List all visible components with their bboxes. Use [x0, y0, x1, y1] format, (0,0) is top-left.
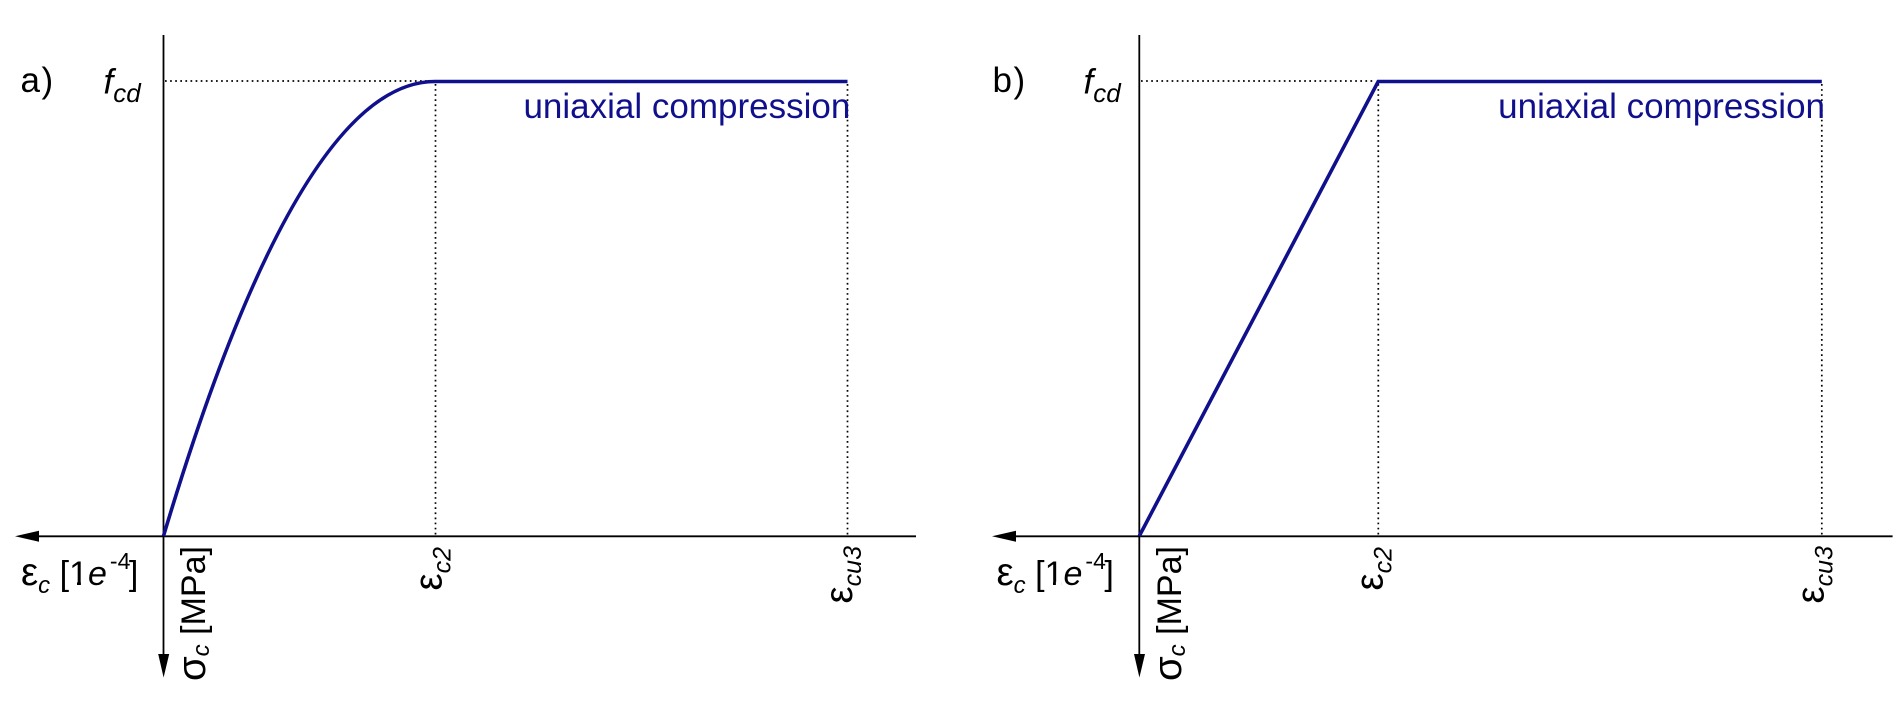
svg-text:a): a)	[21, 61, 55, 100]
svg-text:σc [MPa]: σc [MPa]	[1146, 546, 1191, 681]
svg-text:b): b)	[993, 61, 1027, 100]
svg-text:εc [1e-4]: εc [1e -4]	[997, 548, 1114, 599]
svg-text:εc2: εc2	[408, 547, 457, 591]
svg-text:εc2: εc2	[1349, 547, 1398, 591]
svg-text:uniaxial compression: uniaxial compression	[523, 87, 850, 126]
svg-text:εcu3: εcu3	[1790, 546, 1839, 604]
svg-text:εcu3: εcu3	[818, 546, 867, 604]
svg-text:εc [1e-4]: εc [1e -4]	[21, 548, 138, 599]
svg-text:uniaxial compression: uniaxial compression	[1498, 87, 1825, 126]
svg-text:σc [MPa]: σc [MPa]	[170, 546, 215, 681]
